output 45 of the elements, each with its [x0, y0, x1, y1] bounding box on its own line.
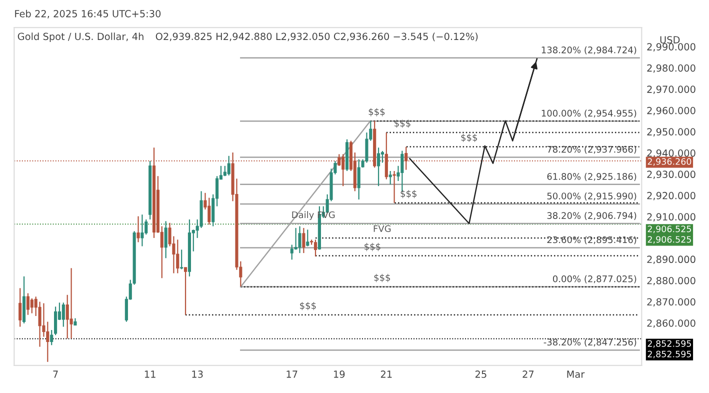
annotation: $$$: [461, 134, 477, 142]
x-tick-label: 25: [475, 370, 486, 378]
x-tick-label: 21: [380, 370, 392, 378]
y-tick-label: 2,940.000: [647, 149, 696, 158]
annotation: -38.20% (2,847.256): [544, 338, 636, 347]
y-tick-label: 2,870.000: [647, 298, 696, 307]
y-tick-label: 2,960.000: [647, 106, 696, 116]
y-tick-label: 2,880.000: [647, 276, 696, 286]
annotation: O2,939.825 H2,942.880 L2,932.050 C2,936.260 −3.545 (−0.12%): [156, 32, 478, 42]
y-tick-label: 2,950.000: [647, 128, 696, 136]
x-tick-label: 19: [334, 370, 345, 378]
annotation: FVG: [374, 225, 391, 232]
y-tick-label: 2,990.000: [647, 43, 696, 52]
x-tick-label: Mar: [567, 370, 585, 378]
text: Gold Spot / U.S. Dollar, 4h: [18, 32, 144, 42]
y-tick-label: 2,920.000: [647, 192, 696, 200]
annotation: $$$: [400, 190, 416, 198]
x-tick-label: 17: [286, 370, 298, 378]
annotation: 78.20% (2,937.966): [547, 146, 636, 154]
y-tick-label: 2,890.000: [647, 256, 696, 264]
annotation: $$$: [300, 302, 316, 310]
annotation: 100.00% (2,954.955): [542, 110, 636, 118]
x-tick-label: 27: [522, 370, 534, 378]
chart-subtitle: Feb 22, 2025 16:45 UTC+5:30: [15, 10, 161, 18]
annotation: 61.80% (2,925.186): [547, 172, 636, 181]
x-tick-label: 7: [53, 370, 58, 378]
x-tick-label: 11: [144, 370, 156, 378]
ref-line-label: 2,936.260: [648, 158, 692, 166]
annotation: 50.00% (2,915.990): [547, 192, 636, 200]
ref-line-label: 2,852.595 2,852.595: [648, 340, 691, 358]
y-axis-title: USD: [660, 36, 680, 44]
x-tick-label: 13: [192, 370, 203, 378]
annotation: 38.20% (2,906.794): [547, 212, 636, 220]
annotation: 0.00% (2,877.025): [552, 275, 636, 284]
y-tick-label: 2,910.000: [647, 213, 696, 222]
y-tick-label: 2,930.000: [647, 170, 696, 180]
annotation: $$$: [374, 274, 390, 282]
y-tick-label: 2,980.000: [647, 64, 696, 73]
ref-line-label: 2,906.525 2,906.525: [648, 226, 691, 244]
annotation: $$$: [394, 120, 410, 128]
y-tick-label: 2,860.000: [647, 319, 696, 328]
y-tick-label: 2,970.000: [647, 86, 696, 94]
annotation: 138.20% (2,984.724): [542, 46, 636, 54]
annotation: $$$: [368, 108, 385, 116]
annotation: 23.60% (2,895.416): [547, 236, 636, 244]
